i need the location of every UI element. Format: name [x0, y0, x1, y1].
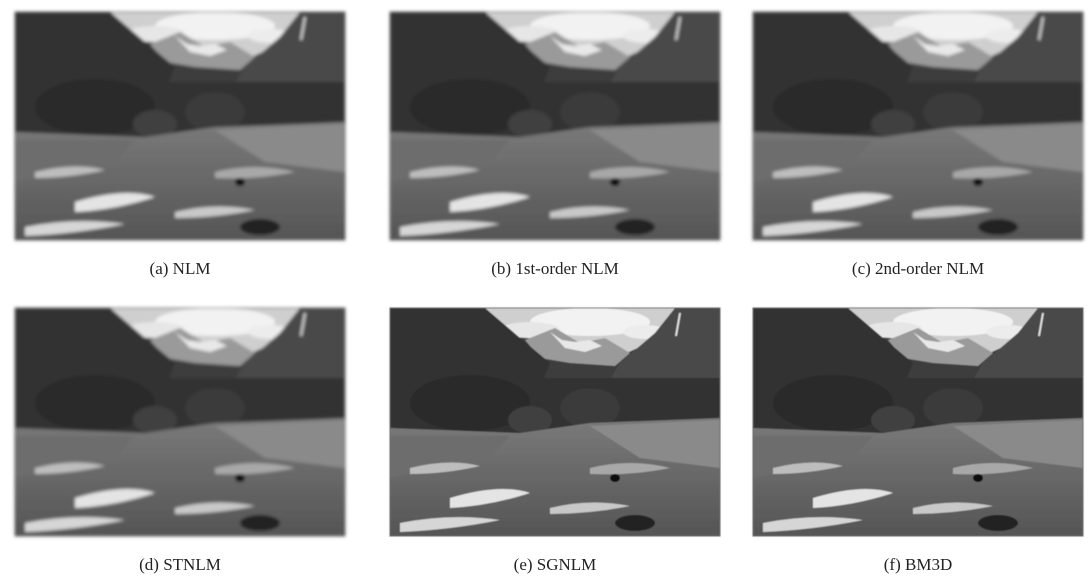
figure: (a) NLM (b) 1st-order NLM (c) 2nd-order NL… [0, 0, 1088, 578]
panel-image [753, 12, 1083, 240]
page: {"figure": {"panels": [ {"caption": "(a)… [0, 0, 1088, 578]
panel-caption: (c) 2nd-order NLM [852, 259, 984, 278]
panel-image [753, 308, 1083, 536]
panel-image [390, 308, 720, 536]
panel-caption: (d) STNLM [139, 555, 221, 574]
panel-caption: (b) 1st-order NLM [491, 259, 618, 278]
panel-image [15, 12, 345, 240]
panel-caption: (e) SGNLM [514, 555, 597, 574]
panel-caption: (f) BM3D [884, 555, 952, 574]
panel-image [390, 12, 720, 240]
panel-caption: (a) NLM [150, 259, 211, 278]
panel-image [15, 308, 345, 536]
